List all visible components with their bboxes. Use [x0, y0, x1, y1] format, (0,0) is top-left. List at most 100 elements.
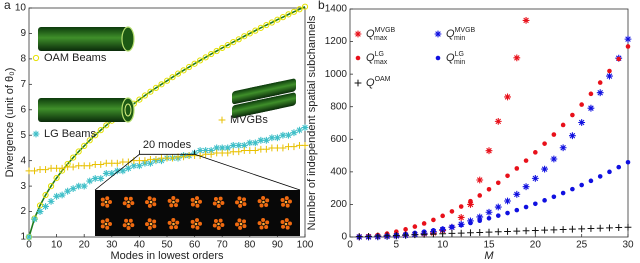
- marker: [578, 119, 586, 126]
- legend-marker: [435, 55, 441, 61]
- mode-pattern: [239, 200, 243, 204]
- marker: [207, 147, 215, 154]
- marker: [513, 227, 521, 235]
- marker: [504, 93, 511, 101]
- mode-pattern: [287, 221, 292, 226]
- marker: [624, 35, 632, 43]
- legend-text: max: [374, 35, 388, 42]
- marker: [31, 167, 38, 175]
- mode-pattern: [145, 200, 150, 205]
- marker: [522, 17, 530, 24]
- marker: [92, 132, 99, 139]
- marker: [588, 91, 594, 97]
- marker: [420, 230, 428, 238]
- marker: [136, 96, 143, 103]
- marker: [86, 162, 94, 170]
- marker: [197, 57, 204, 64]
- mode-pattern: [195, 203, 200, 208]
- marker: [252, 27, 259, 34]
- marker: [31, 215, 38, 223]
- marker: [141, 157, 149, 165]
- marker: [191, 60, 198, 67]
- marker: [392, 231, 400, 239]
- x-tick-label: 40: [134, 240, 146, 251]
- annotation-bracket: [94, 150, 301, 191]
- marker: [430, 230, 437, 238]
- marker: [578, 225, 586, 233]
- mode-pattern: [216, 225, 221, 230]
- marker: [477, 193, 483, 198]
- legend-text: Q: [366, 28, 375, 40]
- mode-pattern: [257, 221, 262, 226]
- legend-label: QLG max: [366, 51, 388, 66]
- marker: [412, 224, 418, 229]
- y-tick-label: 6: [20, 104, 26, 115]
- marker: [53, 174, 60, 182]
- marker: [476, 229, 484, 236]
- legend-label: QMVGB min: [446, 27, 476, 42]
- marker: [457, 214, 465, 221]
- mode-pattern: [172, 222, 175, 226]
- mode-pattern: [100, 224, 105, 229]
- mode-pattern: [147, 196, 152, 201]
- mode-pattern: [238, 203, 243, 208]
- marker: [448, 230, 456, 237]
- marker: [64, 187, 72, 195]
- marker: [449, 224, 455, 230]
- legend-text: LG: [455, 51, 464, 58]
- marker: [213, 47, 220, 55]
- marker: [449, 209, 455, 214]
- marker: [180, 67, 187, 74]
- y-tick-label: 2: [20, 206, 26, 217]
- mode-pattern: [264, 224, 269, 229]
- marker: [440, 213, 445, 219]
- marker: [70, 154, 77, 161]
- mode-pattern: [213, 196, 218, 201]
- marker: [467, 201, 474, 208]
- marker: [230, 38, 237, 46]
- legend-label: OAM Beams: [44, 52, 107, 64]
- mode-pattern: [104, 222, 108, 226]
- marker: [513, 190, 521, 198]
- mode-pattern: [265, 198, 270, 203]
- y-tick-label: 4: [20, 155, 26, 166]
- marker: [615, 224, 623, 231]
- beam-icon: [38, 27, 128, 51]
- mode-pattern: [190, 219, 195, 224]
- mode-pattern: [175, 198, 180, 203]
- mode-pattern: [124, 218, 129, 223]
- mode-pattern: [280, 198, 285, 203]
- x-tick-label: 20: [530, 240, 542, 251]
- marker: [80, 182, 88, 190]
- marker: [494, 117, 502, 125]
- mode-pattern: [284, 222, 288, 226]
- marker: [606, 224, 613, 232]
- marker: [355, 233, 363, 241]
- x-tick-label: 50: [161, 240, 173, 251]
- annotation: 20 modes: [143, 139, 192, 151]
- marker: [86, 177, 94, 185]
- marker: [290, 8, 298, 15]
- mode-pattern: [147, 225, 152, 230]
- mode-pattern: [285, 225, 290, 230]
- y-tick-label: 1400: [325, 4, 348, 15]
- x-tick-label: 10: [437, 240, 449, 251]
- mode-pattern: [105, 196, 110, 201]
- mode-pattern: [190, 202, 195, 207]
- panel-label: b: [318, 0, 325, 12]
- marker: [606, 72, 613, 80]
- marker: [69, 163, 77, 171]
- marker: [476, 176, 484, 184]
- marker: [607, 169, 612, 175]
- legend-text: MVGBs: [230, 114, 268, 126]
- marker: [224, 42, 231, 49]
- marker: [53, 192, 60, 200]
- marker: [467, 229, 474, 237]
- beam-icon: [124, 103, 132, 117]
- marker: [263, 21, 270, 29]
- marker: [147, 159, 154, 167]
- marker: [196, 147, 204, 154]
- mode-pattern: [197, 221, 202, 226]
- legend-marker: [355, 55, 361, 61]
